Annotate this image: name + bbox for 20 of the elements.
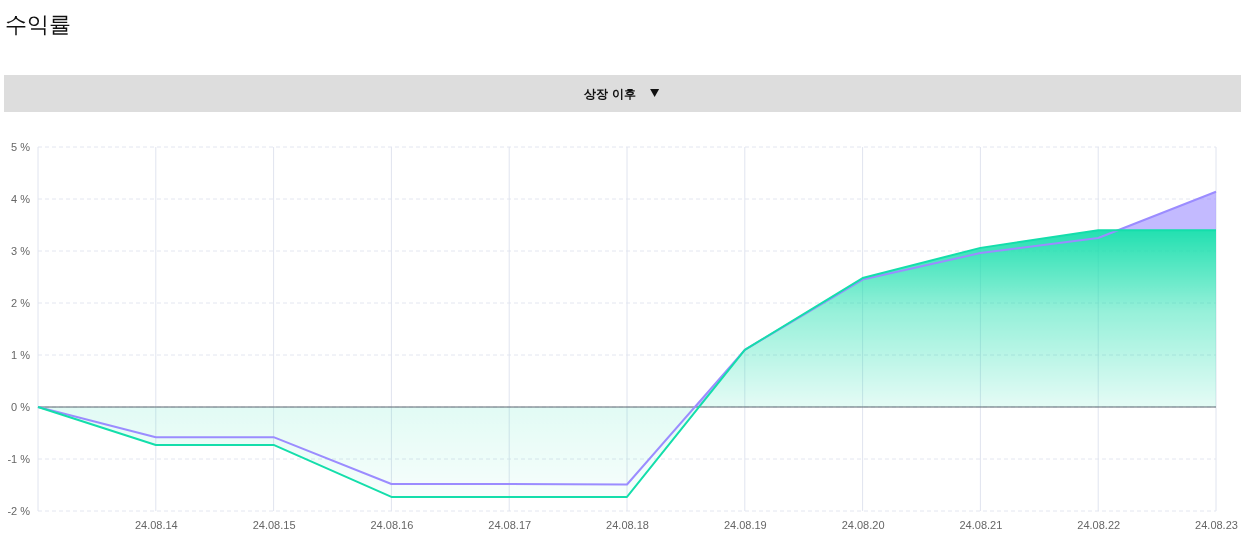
x-tick-label: 24.08.17 <box>488 518 532 531</box>
y-tick-label: 2 % <box>11 297 31 310</box>
y-tick-label: 0 % <box>11 401 31 414</box>
x-tick-label: 24.08.23 <box>1195 518 1238 531</box>
x-tick-label: 24.08.22 <box>1077 518 1121 531</box>
chart-title: 수익률 <box>5 12 71 37</box>
y-tick-label: -2 % <box>7 505 31 518</box>
y-tick-label: 1 % <box>11 349 31 362</box>
x-tick-label: 24.08.20 <box>841 518 885 531</box>
text: 상장 이후 <box>582 87 637 101</box>
x-tick-label: 24.08.18 <box>606 518 649 531</box>
y-tick-label: 5 % <box>11 141 31 154</box>
x-tick-label: 24.08.19 <box>723 518 767 531</box>
y-tick-label: -1 % <box>7 453 31 466</box>
x-tick-label: 24.08.21 <box>959 518 1003 531</box>
x-tick-label: 24.08.15 <box>252 518 296 531</box>
x-tick-label: 24.08.16 <box>370 518 414 531</box>
y-tick-label: 4 % <box>11 193 31 206</box>
y-tick-label: 3 % <box>11 245 31 258</box>
x-tick-label: 24.08.14 <box>134 518 178 531</box>
